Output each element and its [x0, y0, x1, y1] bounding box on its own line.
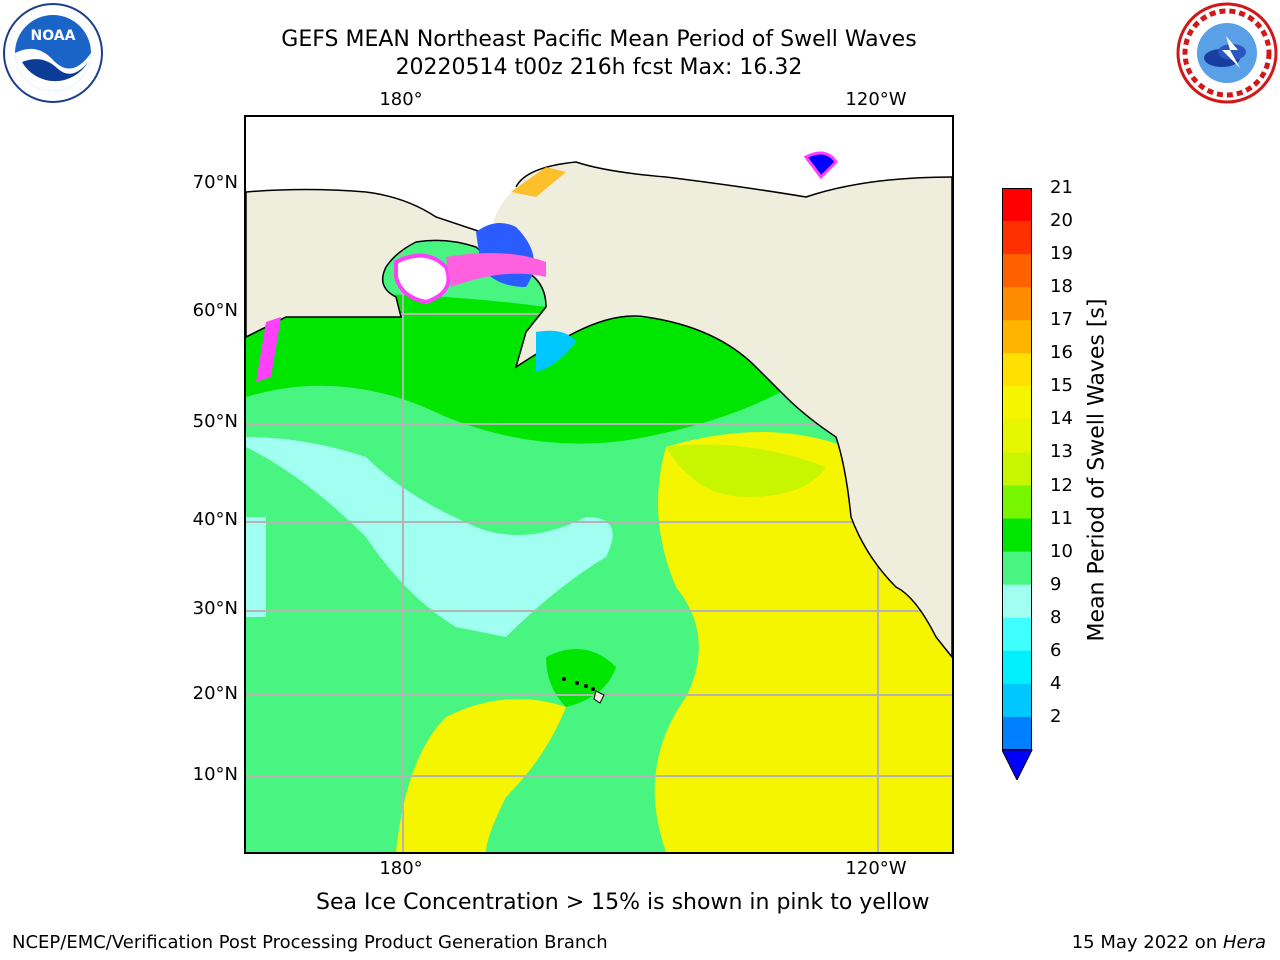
colorbar-segment — [1002, 221, 1032, 255]
lat-label-10n: 10°N — [192, 764, 238, 785]
colorbar-segment — [1002, 452, 1032, 487]
colorbar-segment — [1002, 386, 1032, 420]
colorbar-tick-label: 20 — [1050, 210, 1073, 232]
sea-ice-chukchi — [511, 167, 566, 197]
colorbar-segment — [1002, 683, 1032, 718]
field-11s-band — [276, 312, 766, 420]
lon-label-120w-top: 120°W — [845, 89, 907, 110]
colorbar-tick-label: 16 — [1050, 342, 1073, 364]
field-13s-patch — [666, 444, 826, 497]
nws-logo — [1176, 2, 1278, 104]
colorbar-tick-label: 17 — [1050, 309, 1073, 331]
colorbar-segment — [1002, 419, 1032, 453]
colorbar-segment — [1002, 353, 1032, 387]
colorbar — [1001, 188, 1034, 782]
colorbar-tick-label: 19 — [1050, 243, 1073, 265]
colorbar-title: Mean Period of Swell Waves [s] — [1084, 298, 1110, 642]
field-9s-central — [246, 437, 613, 637]
colorbar-tick-label: 11 — [1050, 507, 1073, 529]
colorbar-tick-label: 15 — [1050, 375, 1073, 397]
colorbar-segment — [1002, 485, 1032, 520]
colorbar-tick-label: 6 — [1050, 639, 1062, 661]
colorbar-segment — [1002, 617, 1032, 652]
lon-label-120w-bottom: 120°W — [845, 858, 907, 879]
colorbar-segment — [1002, 320, 1032, 354]
colorbar-tick-label: 4 — [1050, 672, 1062, 694]
footer-host: Hera — [1222, 932, 1266, 953]
hawaii-islands — [562, 677, 605, 704]
colorbar-tick-label: 18 — [1050, 276, 1073, 298]
sea-ice-bering-pink — [446, 253, 546, 287]
colorbar-tick-label: 2 — [1050, 705, 1062, 727]
sea-ice-kamchatka — [256, 317, 281, 382]
lon-label-180-top: 180° — [379, 89, 423, 110]
chart-title: GEFS MEAN Northeast Pacific Mean Period … — [281, 27, 917, 52]
sea-ice-note: Sea Ice Concentration > 15% is shown in … — [316, 890, 930, 915]
lat-label-60n: 60°N — [192, 300, 238, 321]
svg-text:NOAA: NOAA — [31, 28, 76, 44]
lat-label-30n: 30°N — [192, 598, 238, 619]
colorbar-tick-label: 8 — [1050, 606, 1062, 628]
colorbar-tick-label: 10 — [1050, 540, 1073, 562]
colorbar-segment — [1002, 254, 1032, 288]
chart-subtitle: 20220514 t00z 216h fcst Max: 16.32 — [395, 55, 803, 80]
colorbar-tick-label: 13 — [1050, 441, 1073, 463]
colorbar-segment — [1002, 518, 1032, 553]
colorbar-segment — [1002, 716, 1032, 751]
map-panel — [244, 115, 954, 854]
colorbar-segment — [1002, 551, 1032, 586]
colorbar-tick-label: 9 — [1050, 573, 1062, 595]
footer-credit: NCEP/EMC/Verification Post Processing Pr… — [12, 932, 608, 953]
colorbar-min-arrow — [1001, 749, 1033, 782]
colorbar-tick-label: 12 — [1050, 474, 1073, 496]
lat-label-20n: 20°N — [192, 683, 238, 704]
colorbar-segment — [1002, 287, 1032, 321]
lon-label-180-bottom: 180° — [379, 858, 423, 879]
field-9s-west — [246, 517, 266, 617]
lat-label-50n: 50°N — [192, 411, 238, 432]
map-canvas — [246, 117, 952, 852]
lat-label-40n: 40°N — [192, 509, 238, 530]
lat-label-70n: 70°N — [192, 172, 238, 193]
colorbar-segment — [1002, 188, 1032, 222]
land-mass — [246, 117, 952, 659]
noaa-logo: NOAA — [2, 2, 104, 104]
colorbar-tick-label: 14 — [1050, 408, 1073, 430]
footer-date: 15 May 2022 on Hera — [1071, 932, 1266, 953]
colorbar-segment — [1002, 584, 1032, 619]
arctic-ocean — [246, 117, 952, 237]
field-11s-hawaii — [546, 649, 616, 707]
colorbar-tick-label: 21 — [1050, 177, 1073, 198]
colorbar-segment — [1002, 650, 1032, 685]
field-4s-bristol — [536, 330, 576, 372]
sea-ice-beaufort — [803, 151, 838, 180]
colorbar-frame — [1002, 188, 1032, 750]
sea-ice-anadyr — [394, 253, 451, 305]
